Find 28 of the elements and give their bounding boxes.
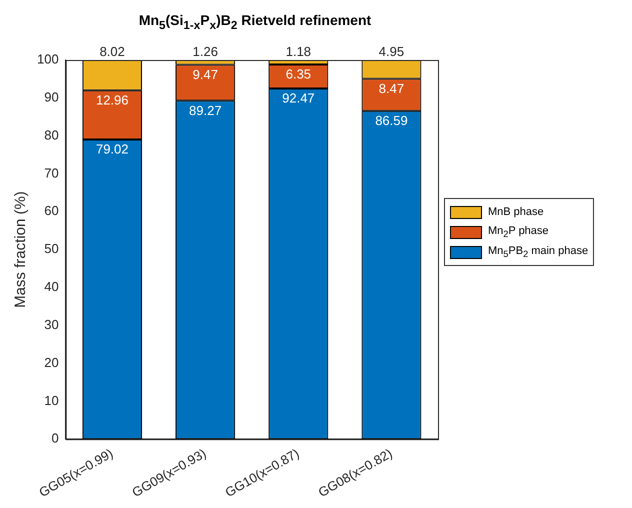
data-label: 89.27	[189, 102, 222, 118]
y-tick-label: 50	[44, 241, 59, 256]
y-tick-label: 100	[36, 52, 59, 67]
chart-title: Mn$_{5}$(Si$_{1-x}$P$_{x}$)B$_{2}$ Rietveld refinement	[138, 12, 372, 32]
data-label: 9.47	[192, 66, 218, 82]
y-tick-label: 30	[44, 316, 59, 332]
y-tick-label: 40	[44, 279, 59, 294]
data-label: 6.35	[286, 66, 312, 82]
data-label: 12.96	[96, 92, 128, 108]
legend-label: MnB phase	[488, 206, 544, 218]
text: Mn$_{5}$PB$_{2}$ main phase	[488, 244, 588, 260]
data-label: 1.26	[192, 44, 218, 60]
legend-label: Mn$_{2}$P phase	[488, 224, 549, 240]
data-label: 8.47	[378, 80, 404, 96]
y-axis-title: Mass fraction (%)	[12, 191, 30, 308]
y-tick-label: 80	[44, 127, 59, 142]
y-tick-label: 70	[44, 165, 59, 180]
y-tick-label: 20	[44, 354, 59, 370]
data-label: 86.59	[375, 112, 408, 128]
data-label: 1.18	[286, 44, 312, 60]
y-tick-label: 10	[44, 392, 59, 408]
y-tick-label: 90	[44, 89, 59, 104]
y-tick-label: 0	[51, 430, 59, 446]
data-label: 8.02	[100, 44, 125, 60]
data-label: 4.95	[378, 44, 404, 60]
y-tick-label: 60	[44, 203, 59, 218]
data-label: 79.02	[96, 142, 128, 157]
data-label: 92.47	[282, 90, 315, 106]
